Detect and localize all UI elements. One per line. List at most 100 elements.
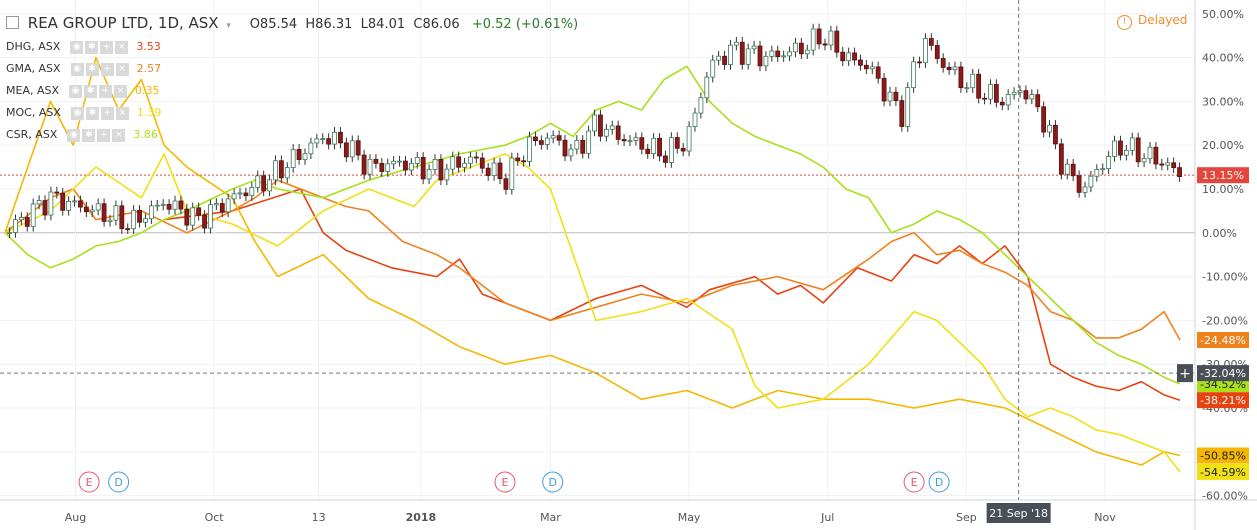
- gear-icon[interactable]: ✱: [85, 62, 99, 76]
- y-tick-label: -20.00%: [1202, 314, 1248, 327]
- plus-icon[interactable]: +: [97, 128, 111, 142]
- candle-body: [639, 137, 645, 150]
- candle-body: [1088, 175, 1094, 188]
- comparison-item[interactable]: MOC, ASX ◉ ✱ + × 1.39: [6, 105, 161, 121]
- y-tick-label: 10.00%: [1202, 183, 1244, 196]
- eye-icon[interactable]: ◉: [69, 84, 83, 98]
- candle-body: [125, 228, 131, 231]
- crosshair-plus-button[interactable]: [1177, 364, 1193, 383]
- delayed-indicator[interactable]: ! Delayed: [1117, 13, 1187, 30]
- comparison-label: DHG, ASX: [6, 40, 61, 53]
- candle-body: [403, 160, 408, 171]
- dividend-marker[interactable]: [108, 471, 130, 493]
- candle-body: [479, 157, 485, 169]
- candle-body: [24, 217, 30, 227]
- candle-body: [763, 55, 769, 67]
- candle-body: [290, 149, 296, 168]
- candle-body: [674, 137, 680, 149]
- eye-icon[interactable]: ◉: [70, 106, 84, 120]
- eye-icon[interactable]: ◉: [67, 128, 81, 142]
- candle-body: [680, 147, 686, 152]
- dividend-marker[interactable]: [928, 471, 950, 493]
- candle-body: [349, 140, 355, 158]
- candle-body: [964, 87, 970, 90]
- plus-icon[interactable]: +: [1179, 366, 1191, 382]
- candle-body: [940, 58, 946, 68]
- gear-icon[interactable]: ✱: [85, 40, 99, 54]
- candle-body: [692, 112, 698, 127]
- close-icon[interactable]: ×: [114, 84, 128, 98]
- candle-body: [314, 138, 320, 144]
- plus-icon[interactable]: +: [100, 40, 114, 54]
- crosshair-value-label: -32.04%: [1200, 367, 1246, 380]
- last-value-label: -34.52%: [1200, 378, 1246, 391]
- earnings-marker[interactable]: [903, 471, 925, 493]
- close-icon[interactable]: ×: [115, 106, 129, 120]
- candle-body: [66, 200, 72, 211]
- x-tick-label: Mar: [540, 511, 561, 524]
- close-icon[interactable]: ×: [115, 40, 129, 54]
- last-value-box: [1197, 332, 1249, 349]
- comparison-label: GMA, ASX: [6, 62, 61, 75]
- comparison-item[interactable]: MEA, ASX ◉ ✱ + × 0.35: [6, 83, 160, 99]
- symbol-title[interactable]: REA GROUP LTD, 1D, ASX: [27, 14, 219, 32]
- candle-body: [621, 139, 627, 142]
- comparison-item[interactable]: GMA, ASX ◉ ✱ + × 2.57: [6, 61, 161, 77]
- change-value: +0.52 (+0.61%): [471, 17, 579, 32]
- candle-body: [284, 167, 290, 179]
- candle-body: [1100, 168, 1106, 171]
- candle-body: [219, 203, 225, 213]
- comparison-controls: ◉ ✱ + ×: [70, 39, 130, 55]
- last-value-box: [1197, 463, 1249, 480]
- candle-body: [722, 55, 727, 65]
- candle-body: [781, 55, 787, 58]
- candle-body: [444, 168, 450, 181]
- candle-body: [757, 45, 763, 67]
- candle-body: [1011, 91, 1017, 95]
- delayed-label: Delayed: [1138, 13, 1188, 27]
- candle-body: [1070, 163, 1076, 177]
- gear-icon[interactable]: ✱: [82, 128, 96, 142]
- candle-body: [491, 162, 497, 176]
- gear-icon[interactable]: ✱: [85, 106, 99, 120]
- candle-body: [858, 59, 863, 66]
- close-icon[interactable]: ×: [112, 128, 126, 142]
- comparison-controls: ◉ ✱ + ×: [70, 105, 131, 121]
- candle-body: [586, 130, 592, 154]
- eye-icon[interactable]: ◉: [70, 40, 84, 54]
- y-tick-label: 50.00%: [1202, 8, 1244, 21]
- candle-body: [887, 91, 893, 102]
- plus-icon[interactable]: +: [100, 62, 114, 76]
- comparison-item[interactable]: DHG, ASX ◉ ✱ + × 3.53: [6, 39, 161, 55]
- close-value: C86.06: [413, 17, 460, 32]
- candle-body: [143, 218, 148, 223]
- y-tick-label: -60.00%: [1202, 490, 1248, 503]
- plus-icon[interactable]: +: [99, 84, 113, 98]
- candle-body: [816, 28, 822, 45]
- dividend-marker[interactable]: [542, 471, 564, 493]
- candle-body: [1053, 124, 1058, 145]
- close-icon[interactable]: ×: [115, 62, 129, 76]
- candle-body: [1035, 94, 1041, 108]
- earnings-marker[interactable]: [494, 471, 516, 493]
- candle-body: [846, 52, 852, 62]
- comparison-value: 2.57: [136, 62, 162, 75]
- x-tick-label: Oct: [205, 511, 225, 524]
- candle-body: [657, 137, 662, 157]
- candle-body: [497, 162, 503, 180]
- collapse-toggle-icon[interactable]: [6, 16, 19, 29]
- series-line: [4, 179, 1181, 341]
- plus-icon[interactable]: +: [100, 106, 114, 120]
- earnings-marker[interactable]: [78, 471, 100, 493]
- gear-icon[interactable]: ✱: [84, 84, 98, 98]
- candle-body: [89, 209, 95, 213]
- eye-icon[interactable]: ◉: [70, 62, 84, 76]
- candle-body: [385, 163, 391, 172]
- candle-body: [485, 167, 491, 176]
- dropdown-arrow-icon[interactable]: ▾: [226, 21, 231, 31]
- comparison-item[interactable]: CSR, ASX ◉ ✱ + × 3.86: [6, 127, 158, 143]
- crosshair-date-box: [986, 503, 1051, 523]
- candle-body: [993, 84, 999, 103]
- candle-body: [208, 204, 213, 229]
